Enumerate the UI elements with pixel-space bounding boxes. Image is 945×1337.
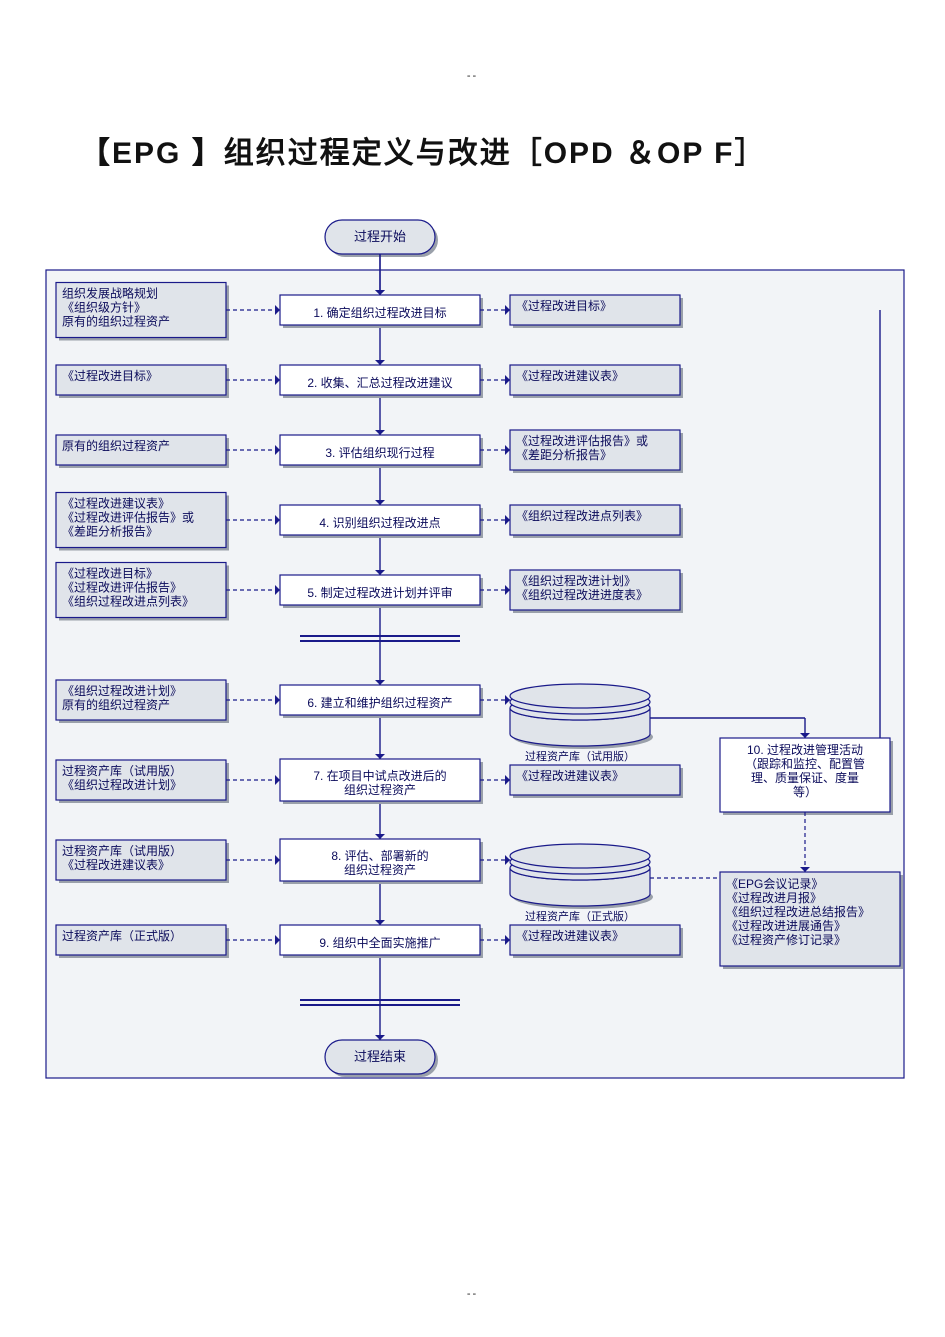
- cylinder-7-label: 过程资产库（正式版）: [525, 909, 635, 923]
- output-text-6: 《过程改进建议表》: [516, 768, 624, 783]
- output-text-1: 《过程改进建议表》: [516, 368, 624, 383]
- terminal-end-label: 过程结束: [354, 1049, 406, 1064]
- output-text-0: 《过程改进目标》: [516, 298, 612, 313]
- flowchart: 过程开始过程结束组织发展战略规划《组织级方针》原有的组织过程资产1. 确定组织过…: [40, 200, 910, 1100]
- page-title: 【EPG 】组织过程定义与改进［OPD ＆OP F］: [80, 128, 767, 172]
- input-text-5: 《组织过程改进计划》原有的组织过程资产: [62, 683, 182, 712]
- cylinder-5-label: 过程资产库（试用版）: [525, 749, 635, 763]
- input-text-1: 《过程改进目标》: [62, 368, 158, 383]
- process-text-0: 1. 确定组织过程改进目标: [313, 305, 446, 320]
- terminal-start-label: 过程开始: [354, 229, 406, 244]
- cylinder-5-lid3: [510, 684, 650, 708]
- input-text-8: 过程资产库（正式版）: [62, 928, 182, 943]
- input-text-6: 过程资产库（试用版）《组织过程改进计划》: [62, 763, 182, 792]
- process-text-4: 5. 制定过程改进计划并评审: [307, 585, 452, 600]
- process-text-3: 4. 识别组织过程改进点: [319, 515, 440, 530]
- output-text-4: 《组织过程改进计划》《组织过程改进进度表》: [516, 573, 648, 602]
- header-dash: --: [467, 70, 478, 82]
- process-text-7: 8. 评估、部署新的组织过程资产: [331, 848, 428, 877]
- output-text-3: 《组织过程改进点列表》: [516, 508, 648, 523]
- process-text-1: 2. 收集、汇总过程改进建议: [307, 375, 452, 390]
- process-text-5: 6. 建立和维护组织过程资产: [307, 695, 452, 710]
- output-text-8: 《过程改进建议表》: [516, 928, 624, 943]
- footer-dash: --: [467, 1288, 478, 1300]
- process-text-8: 9. 组织中全面实施推广: [319, 935, 440, 950]
- cylinder-7-lid3: [510, 844, 650, 868]
- input-text-7: 过程资产库（试用版）《过程改进建议表》: [62, 843, 182, 872]
- process-text-2: 3. 评估组织现行过程: [325, 445, 434, 460]
- input-text-2: 原有的组织过程资产: [62, 438, 170, 453]
